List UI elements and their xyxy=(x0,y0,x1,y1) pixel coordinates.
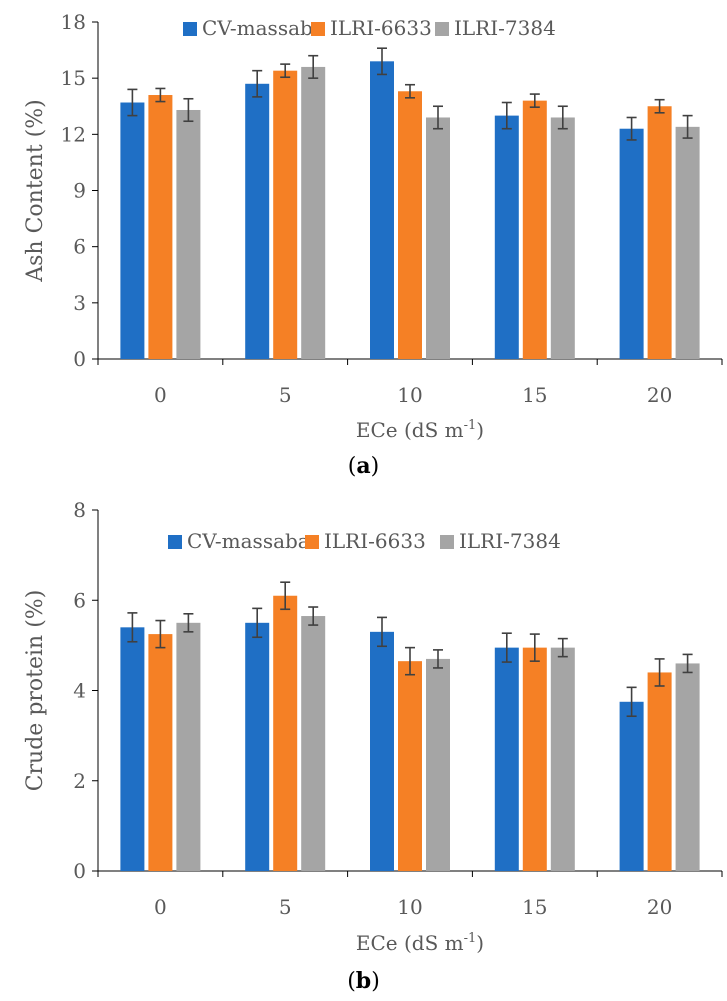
bar-ilri-6633 xyxy=(398,91,422,360)
bar-cv-massaba xyxy=(245,83,270,360)
y-tick-label: 0 xyxy=(73,347,86,371)
x-tick-label: 5 xyxy=(279,895,292,919)
bar-ilri-7384 xyxy=(550,117,575,359)
y-axis-title: Crude protein (%) xyxy=(23,590,48,792)
legend-swatch xyxy=(168,535,182,549)
legend-label: ILRI-7384 xyxy=(454,16,556,40)
y-tick-label: 3 xyxy=(73,291,86,315)
bar-ilri-7384 xyxy=(176,622,201,871)
legend-label: ILRI-7384 xyxy=(459,529,561,553)
legend-swatch xyxy=(435,22,449,36)
bar-ilri-7384 xyxy=(675,663,700,871)
bar-cv-massaba xyxy=(245,622,270,871)
bar-cv-massaba xyxy=(619,701,644,871)
legend-swatch xyxy=(311,22,325,36)
bar-cv-massaba xyxy=(120,627,145,871)
legend-label: CV-massaba xyxy=(187,529,310,553)
bar-cv-massaba xyxy=(494,647,519,871)
y-axis-title: Ash Content (%) xyxy=(23,99,48,283)
legend-label: ILRI-6633 xyxy=(324,529,426,553)
bar-cv-massaba xyxy=(370,631,394,871)
bar-ilri-7384 xyxy=(301,66,326,359)
y-tick-label: 6 xyxy=(73,588,86,612)
bar-ilri-6633 xyxy=(522,100,547,359)
x-tick-label: 0 xyxy=(154,895,167,919)
panel-label-a: (a) xyxy=(347,453,380,479)
panel-label-b: (b) xyxy=(347,968,380,994)
y-tick-label: 12 xyxy=(61,122,86,146)
bar-cv-massaba xyxy=(494,115,519,359)
x-tick-label: 5 xyxy=(279,383,292,407)
bar-ilri-7384 xyxy=(426,658,450,871)
y-tick-label: 6 xyxy=(73,235,86,259)
x-tick-label: 0 xyxy=(154,383,167,407)
bar-ilri-6633 xyxy=(273,595,298,871)
x-tick-label: 20 xyxy=(647,383,672,407)
bar-ilri-6633 xyxy=(398,661,422,871)
bar-ilri-6633 xyxy=(522,647,547,871)
y-tick-label: 15 xyxy=(61,66,86,90)
x-axis-title: ECe (dS m-1) xyxy=(356,418,484,442)
legend-swatch xyxy=(305,535,319,549)
y-tick-label: 2 xyxy=(73,769,86,793)
y-tick-label: 8 xyxy=(73,498,86,522)
bar-ilri-6633 xyxy=(148,95,173,360)
bar-ilri-6633 xyxy=(647,106,672,359)
legend-swatch xyxy=(440,535,454,549)
x-tick-label: 20 xyxy=(647,895,672,919)
bar-ilri-7384 xyxy=(301,616,326,871)
bar-ilri-7384 xyxy=(426,117,450,359)
y-tick-label: 4 xyxy=(73,679,86,703)
bar-ilri-6633 xyxy=(273,70,298,359)
x-axis-title: ECe (dS m-1) xyxy=(356,931,484,955)
x-tick-label: 10 xyxy=(397,895,422,919)
bar-cv-massaba xyxy=(619,128,644,359)
x-tick-label: 10 xyxy=(397,383,422,407)
bar-cv-massaba xyxy=(370,61,394,360)
bar-ilri-7384 xyxy=(176,109,201,359)
y-tick-label: 9 xyxy=(73,179,86,203)
bar-ilri-7384 xyxy=(550,647,575,871)
bar-cv-massaba xyxy=(120,102,145,359)
y-tick-label: 0 xyxy=(73,859,86,883)
legend-label: CV-massaba xyxy=(202,16,325,40)
legend-swatch xyxy=(183,22,197,36)
bar-ilri-6633 xyxy=(647,672,672,871)
bar-ilri-6633 xyxy=(148,634,173,871)
x-tick-label: 15 xyxy=(522,383,547,407)
bar-ilri-7384 xyxy=(675,126,700,359)
x-tick-label: 15 xyxy=(522,895,547,919)
legend-label: ILRI-6633 xyxy=(330,16,432,40)
chart-ash-content: 0 3 6 9 12 15 18 0 5 10 15 20 ECe (dS m-1) Ash Conten… xyxy=(23,10,723,442)
chart-crude-protein: 0 2 4 6 8 0 5 10 15 20 ECe (dS m-1) Crude protein (… xyxy=(23,498,723,955)
y-tick-label: 18 xyxy=(61,10,86,34)
